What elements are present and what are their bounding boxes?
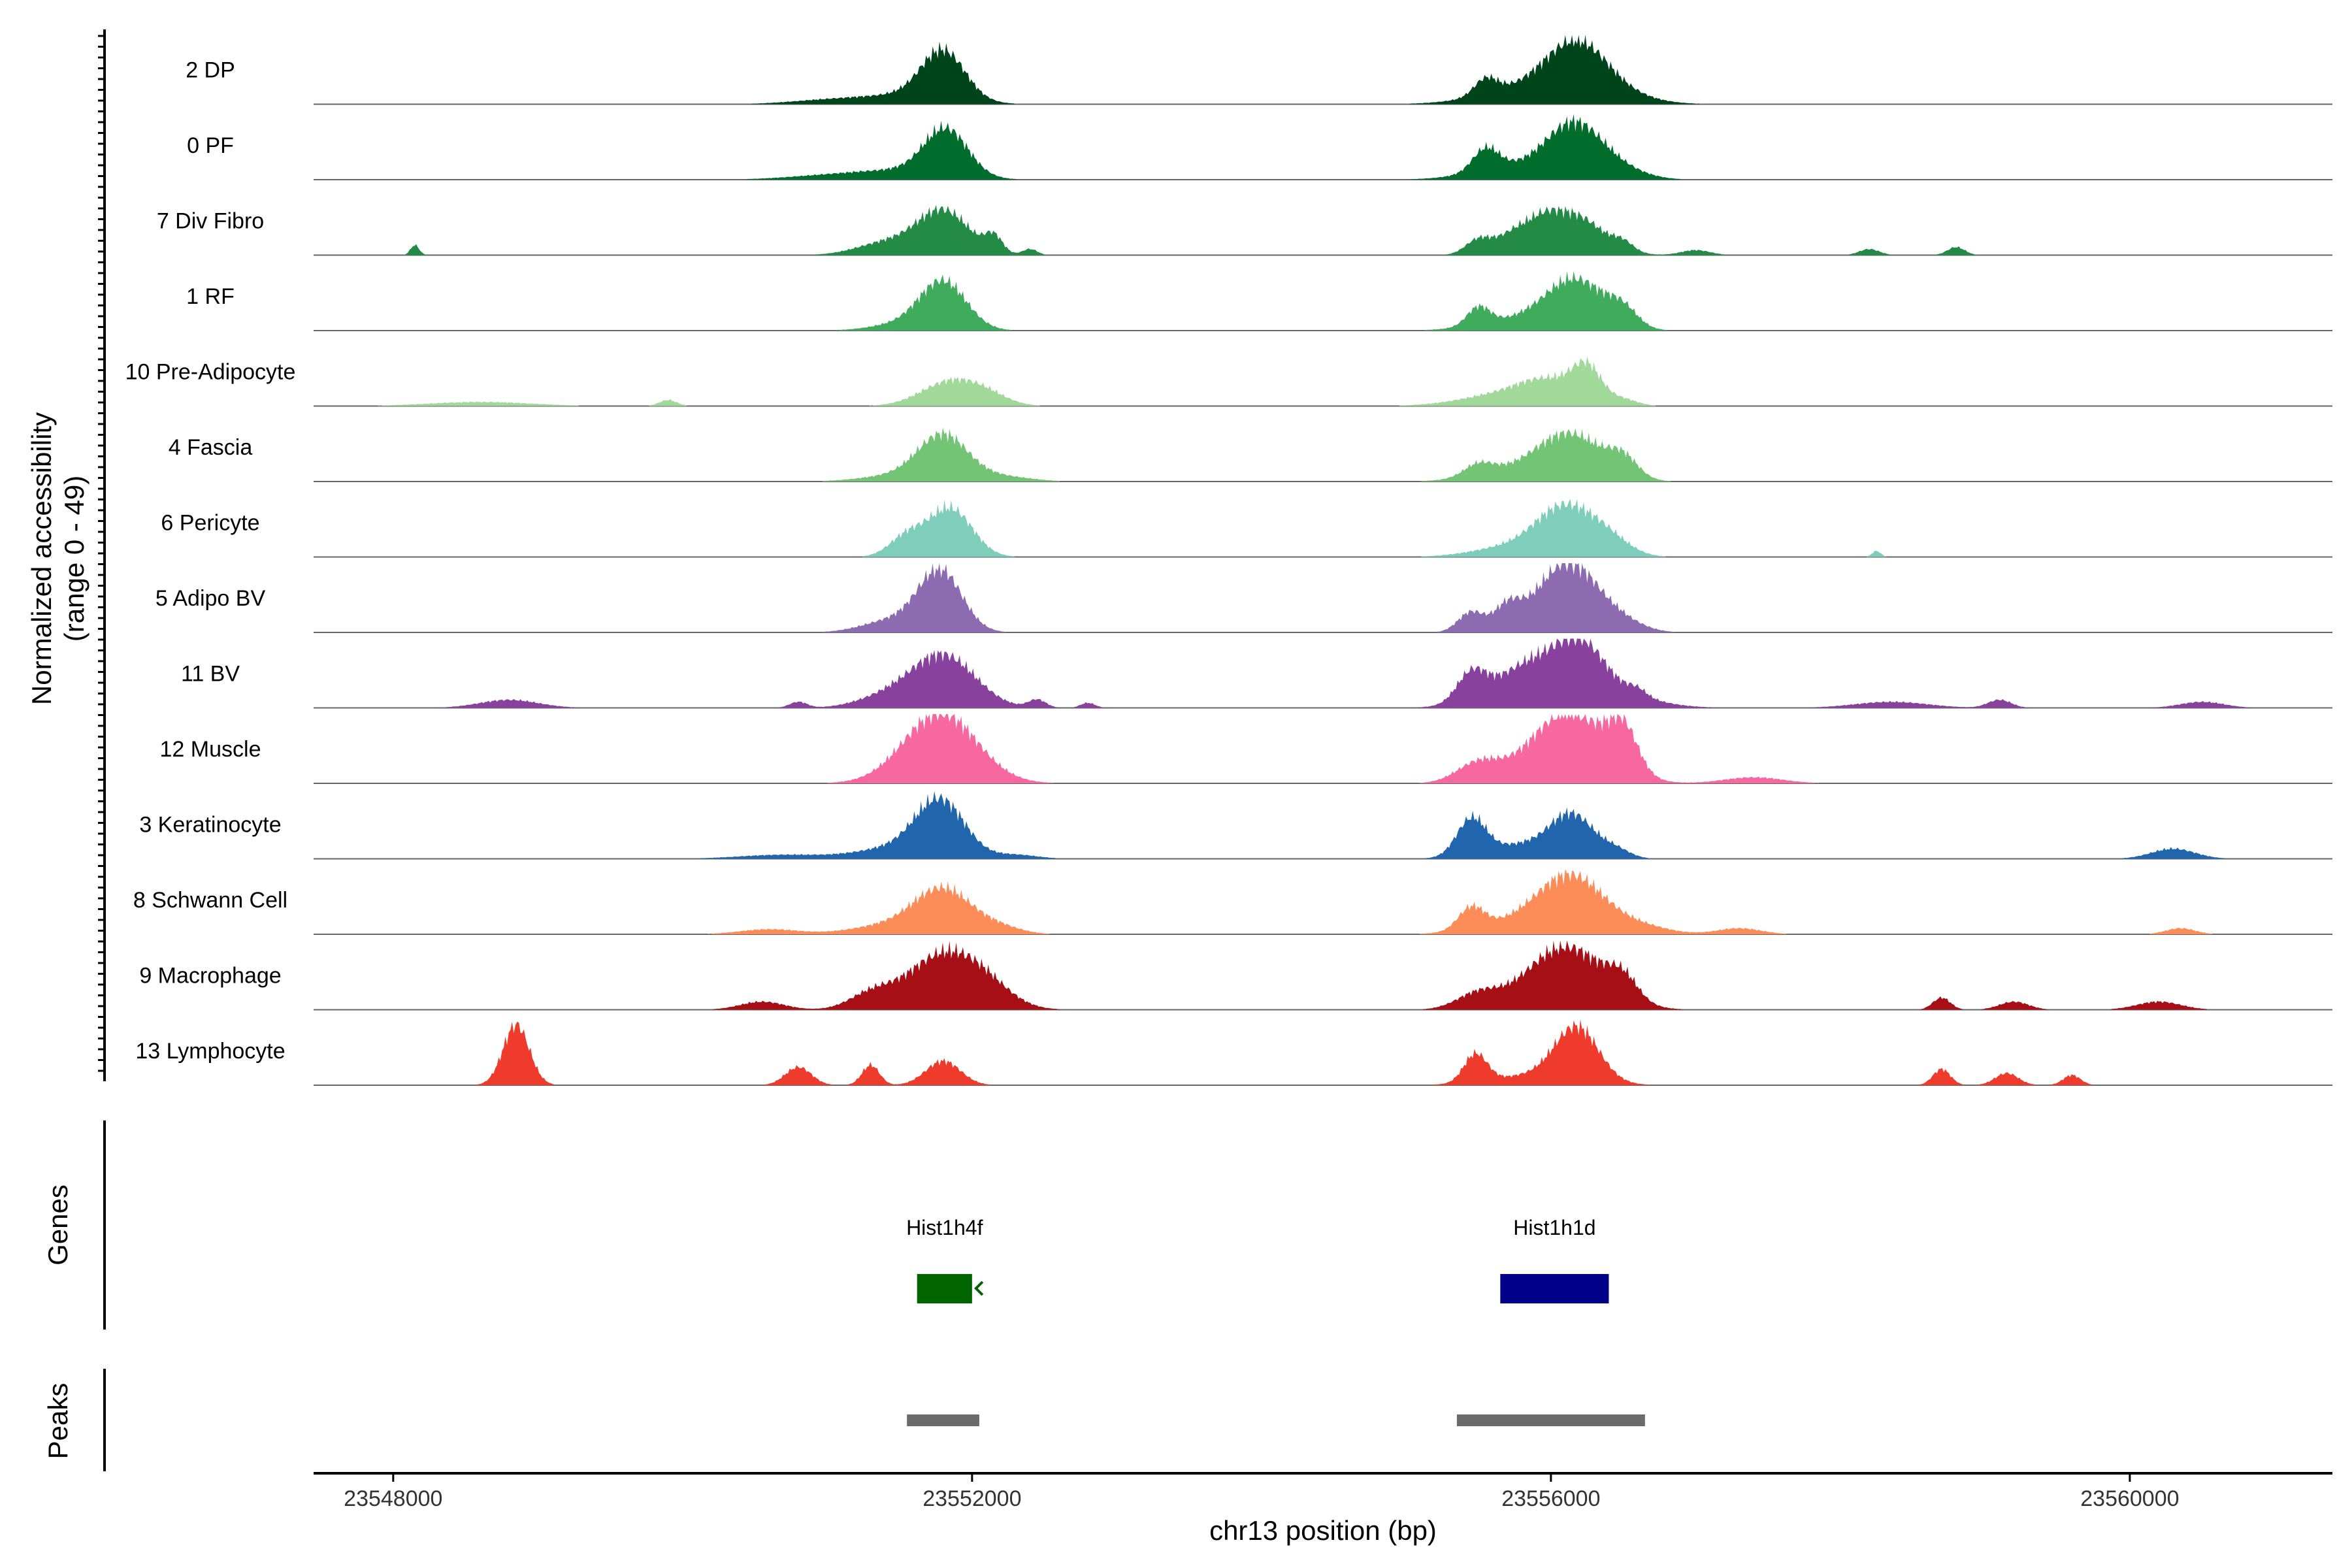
coverage-area — [314, 356, 2332, 406]
coverage-area — [314, 791, 2332, 859]
track-6-pericyte: 6 Pericyte — [161, 498, 2332, 558]
coverage-tracks: 2 DP 0 PF 7 Div Fibro 1 RF 10 Pre-Adipocyte 4… — [125, 35, 2332, 1086]
track-9-macrophage: 9 Macrophage — [139, 940, 2332, 1011]
peaks-panel-label: Peaks — [42, 1383, 73, 1460]
track-label: 10 Pre-Adipocyte — [125, 360, 296, 385]
track-11-bv: 11 BV — [181, 638, 2332, 709]
y-axis-title-line1: Normalized accessibility — [26, 412, 57, 705]
track-label: 2 DP — [186, 58, 235, 83]
gene-hist1h4f: Hist1h4f — [906, 1216, 984, 1303]
coverage-area — [314, 35, 2332, 105]
track-2-dp: 2 DP — [186, 35, 2332, 105]
coverage-area — [314, 498, 2332, 557]
strand-arrow — [974, 1281, 984, 1296]
gene-hist1h1d: Hist1h1d — [1500, 1216, 1609, 1303]
track-label: 5 Adipo BV — [155, 586, 266, 611]
coverage-area — [314, 638, 2332, 708]
coverage-area — [314, 270, 2332, 331]
coverage-area — [314, 563, 2332, 632]
tracks-y-ticks — [98, 35, 105, 1072]
y-axis-title-line2: (range 0 - 49) — [59, 476, 90, 642]
track-label: 12 Muscle — [160, 737, 261, 762]
x-axis-ticks: 23548000 23552000 23556000 23560000 — [344, 1473, 2180, 1511]
track-label: 7 Div Fibro — [157, 209, 264, 234]
track-0-pf: 0 PF — [187, 114, 2332, 180]
track-7-div-fibro: 7 Div Fibro — [157, 204, 2332, 256]
track-10-pre-adipocyte: 10 Pre-Adipocyte — [125, 356, 2332, 407]
track-12-muscle: 12 Muscle — [160, 714, 2332, 784]
track-4-fascia: 4 Fascia — [169, 427, 2332, 482]
track-label: 4 Fascia — [169, 435, 253, 460]
x-tick-label: 23556000 — [1501, 1486, 1600, 1511]
coverage-area — [314, 1019, 2332, 1085]
x-tick-label: 23548000 — [344, 1486, 442, 1511]
gene-label: Hist1h4f — [906, 1216, 983, 1239]
gene-body — [917, 1274, 972, 1303]
x-axis-title: chr13 position (bp) — [1209, 1515, 1437, 1546]
x-tick-label: 23560000 — [2080, 1486, 2179, 1511]
track-1-rf: 1 RF — [186, 270, 2332, 331]
peak-regions — [907, 1414, 1645, 1426]
gene-label: Hist1h1d — [1513, 1216, 1595, 1239]
track-label: 8 Schwann Cell — [133, 888, 287, 913]
track-label: 6 Pericyte — [161, 511, 259, 536]
track-label: 0 PF — [187, 133, 234, 158]
track-3-keratinocyte: 3 Keratinocyte — [139, 791, 2332, 860]
track-label: 9 Macrophage — [139, 964, 281, 988]
track-label: 3 Keratinocyte — [139, 813, 281, 838]
strand-arrow — [1599, 1281, 1609, 1296]
peak-region-bar — [907, 1414, 979, 1426]
coverage-area — [314, 114, 2332, 180]
track-label: 11 BV — [181, 662, 240, 687]
x-tick-label: 23552000 — [923, 1486, 1021, 1511]
track-label: 13 Lymphocyte — [135, 1039, 285, 1064]
track-label: 1 RF — [186, 284, 235, 309]
track-5-adipo-bv: 5 Adipo BV — [155, 563, 2332, 633]
coverage-area — [314, 714, 2332, 783]
coverage-area — [314, 427, 2332, 482]
coverage-area — [314, 204, 2332, 255]
coverage-area — [314, 869, 2332, 934]
gene-body — [1500, 1274, 1609, 1303]
genes-panel-label: Genes — [42, 1184, 73, 1266]
track-8-schwann-cell: 8 Schwann Cell — [133, 869, 2332, 935]
track-13-lymphocyte: 13 Lymphocyte — [135, 1019, 2332, 1086]
gene-annotations: Hist1h4f Hist1h1d — [906, 1216, 1609, 1303]
coverage-area — [314, 940, 2332, 1010]
peak-region-bar — [1456, 1414, 1645, 1426]
